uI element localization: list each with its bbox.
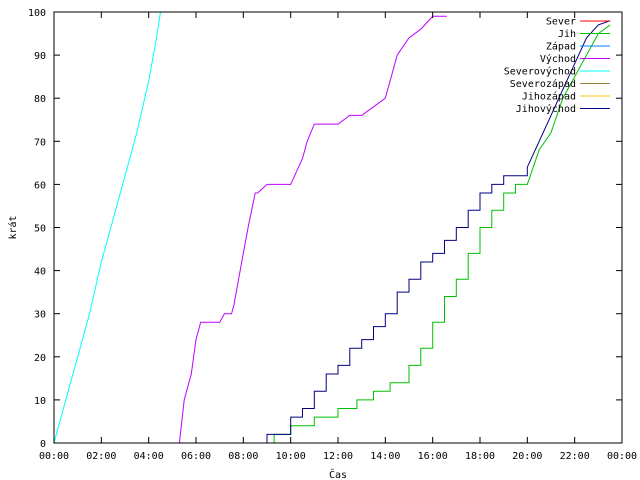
x-tick-label: 08:00 (228, 451, 258, 462)
y-tick-label: 30 (34, 310, 46, 321)
y-tick-label: 40 (34, 267, 46, 278)
x-tick-label: 10:00 (276, 451, 306, 462)
y-tick-label: 20 (34, 353, 46, 364)
x-tick-label: 00:00 (607, 451, 637, 462)
x-tick-label: 22:00 (560, 451, 590, 462)
x-tick-label: 06:00 (181, 451, 211, 462)
legend-label-severovychod: Severovýchod (504, 66, 576, 78)
y-tick-label: 10 (34, 396, 46, 407)
legend-label-sever: Sever (546, 17, 576, 28)
y-tick-label: 0 (40, 439, 46, 450)
legend-label-vychod: Východ (540, 53, 576, 65)
legend-label-jih: Jih (558, 29, 576, 40)
y-tick-label: 90 (34, 51, 46, 62)
legend-label-jihovychod: Jihovýchod (516, 103, 576, 115)
series-line-jihovychod (54, 20, 611, 443)
x-tick-label: 16:00 (418, 451, 448, 462)
legend-label-zapad: Západ (546, 41, 576, 53)
legend-label-severozapad: Severozápad (510, 78, 576, 90)
series-line-vychod (54, 15, 447, 443)
y-tick-label: 80 (34, 94, 46, 105)
x-axis-label: Čas (329, 468, 347, 480)
x-tick-label: 00:00 (39, 451, 69, 462)
y-tick-label: 50 (34, 224, 46, 235)
series-line-severovychod (54, 12, 161, 443)
y-tick-label: 60 (34, 180, 46, 191)
legend: SeverJihZápadVýchodSeverovýchodSeverozáp… (504, 17, 610, 115)
x-tick-label: 02:00 (86, 451, 116, 462)
y-tick-label: 70 (34, 137, 46, 148)
x-tick-label: 04:00 (134, 451, 164, 462)
x-tick-label: 12:00 (323, 451, 353, 462)
x-tick-label: 18:00 (465, 451, 495, 462)
y-axis-label: krát (7, 215, 19, 239)
y-tick-label: 100 (28, 8, 46, 19)
series-line-jih (54, 24, 611, 443)
legend-label-jihozapad: Jihozápad (522, 91, 576, 103)
plot-lines (54, 12, 611, 443)
axis-ticks: 0 10 20 30 40 50 60 70 80 90 100 00:00 02:00 04:00 06:… (28, 8, 637, 462)
x-tick-label: 20:00 (512, 451, 542, 462)
x-tick-label: 14:00 (370, 451, 400, 462)
